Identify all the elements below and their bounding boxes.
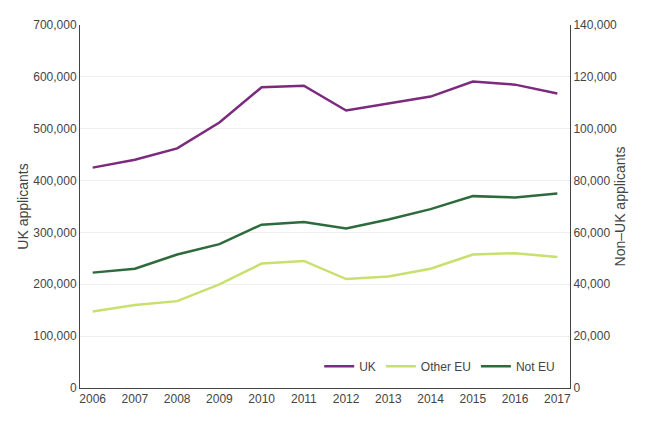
svg-text:0: 0 bbox=[70, 381, 77, 395]
svg-text:500,000: 500,000 bbox=[33, 122, 77, 136]
svg-text:100,000: 100,000 bbox=[573, 122, 617, 136]
svg-text:2011: 2011 bbox=[291, 392, 317, 406]
svg-text:Non–UK applicants: Non–UK applicants bbox=[612, 147, 628, 267]
svg-text:120,000: 120,000 bbox=[573, 70, 617, 84]
svg-text:400,000: 400,000 bbox=[33, 174, 77, 188]
svg-text:2008: 2008 bbox=[164, 392, 191, 406]
svg-text:2007: 2007 bbox=[122, 392, 149, 406]
svg-text:2010: 2010 bbox=[248, 392, 275, 406]
svg-text:2009: 2009 bbox=[206, 392, 233, 406]
svg-text:2006: 2006 bbox=[79, 392, 106, 406]
svg-text:2016: 2016 bbox=[502, 392, 529, 406]
svg-text:60,000: 60,000 bbox=[573, 226, 610, 240]
svg-text:Other EU: Other EU bbox=[421, 360, 471, 374]
svg-text:2012: 2012 bbox=[333, 392, 360, 406]
svg-text:2013: 2013 bbox=[375, 392, 402, 406]
svg-text:100,000: 100,000 bbox=[33, 329, 77, 343]
svg-text:Not EU: Not EU bbox=[516, 360, 555, 374]
svg-text:UK applicants: UK applicants bbox=[15, 163, 31, 249]
svg-text:700,000: 700,000 bbox=[33, 18, 77, 32]
svg-text:2015: 2015 bbox=[459, 392, 486, 406]
svg-text:80,000: 80,000 bbox=[573, 174, 610, 188]
svg-text:600,000: 600,000 bbox=[33, 70, 77, 84]
svg-text:300,000: 300,000 bbox=[33, 226, 77, 240]
svg-text:20,000: 20,000 bbox=[573, 329, 610, 343]
svg-text:2017: 2017 bbox=[544, 392, 571, 406]
svg-text:200,000: 200,000 bbox=[33, 277, 77, 291]
svg-text:140,000: 140,000 bbox=[573, 18, 617, 32]
svg-text:0: 0 bbox=[573, 381, 580, 395]
svg-text:40,000: 40,000 bbox=[573, 277, 610, 291]
svg-text:UK: UK bbox=[359, 360, 376, 374]
svg-text:2014: 2014 bbox=[417, 392, 444, 406]
